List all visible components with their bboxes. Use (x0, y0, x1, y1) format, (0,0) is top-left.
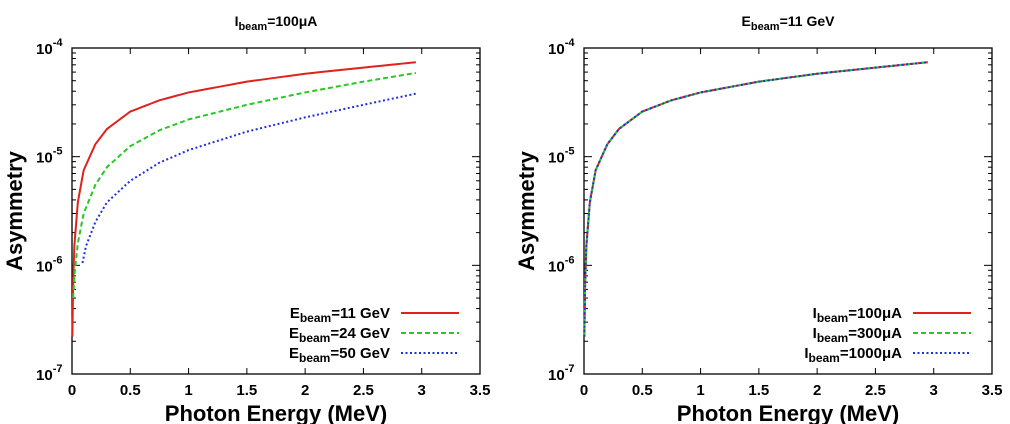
plot-frame (583, 47, 993, 375)
y-tick-label: 10-4 (548, 37, 575, 58)
series-line-2 (583, 61, 928, 337)
chart-title: Ebeam=11 GeV (742, 13, 836, 33)
y-axis-label: Asymmetry (2, 150, 27, 271)
legend-label-3: Ebeam=50 GeV (289, 345, 390, 365)
chart-left: Ibeam=100μA 0 0.5 1 1.5 2 2.5 3 3.5 10-7 10-6 10-5 1… (2, 13, 491, 424)
legend-label-3: Ibeam=1000μA (804, 345, 902, 365)
y-tick-label: 10-6 (548, 254, 574, 275)
series-line-2 (72, 71, 417, 299)
chart-right: Ebeam=11 GeV 0 0.5 1 1.5 2 2.5 3 3.5 10-7 10-6 10-5… (514, 13, 1003, 424)
series-line-1 (71, 61, 416, 337)
y-tick-label: 10-7 (36, 363, 62, 384)
x-tick-label: 2.5 (353, 382, 374, 399)
legend-label-2: Ibeam=300μA (813, 325, 902, 345)
y-axis-label: Asymmetry (514, 150, 539, 271)
x-tick-label: 2 (301, 382, 309, 399)
x-tick-label: 3 (418, 382, 426, 399)
x-tick-label: 0.5 (632, 382, 653, 399)
y-tick-label: 10-5 (548, 146, 574, 167)
x-tick-label: 0.5 (120, 382, 141, 399)
series-line-1 (583, 61, 928, 337)
x-tick-label: 2.5 (865, 382, 886, 399)
x-tick-label: 3.5 (982, 382, 1003, 399)
legend-label-1: Ebeam=11 GeV (290, 305, 390, 325)
y-tick-label: 10-6 (36, 254, 62, 275)
x-tick-label: 3.5 (470, 382, 491, 399)
y-tick-label: 10-7 (548, 363, 574, 384)
x-axis-label: Photon Energy (MeV) (677, 401, 899, 424)
legend-label-2: Ebeam=24 GeV (289, 325, 390, 345)
chart-title: Ibeam=100μA (235, 13, 318, 33)
x-tick-label: 1 (696, 382, 704, 399)
x-tick-label: 0 (68, 382, 76, 399)
x-tick-label: 2 (813, 382, 821, 399)
x-tick-label: 0 (580, 382, 588, 399)
legend-label-1: Ibeam=100μA (813, 305, 902, 325)
x-axis-label: Photon Energy (MeV) (165, 401, 387, 424)
x-tick-label: 1.5 (236, 382, 257, 399)
plot-frame (71, 47, 481, 375)
series-line-3 (583, 61, 928, 337)
series-line-3 (81, 92, 417, 264)
y-tick-label: 10-4 (36, 37, 63, 58)
y-tick-label: 10-5 (36, 146, 62, 167)
x-tick-label: 1 (184, 382, 192, 399)
x-tick-label: 1.5 (748, 382, 769, 399)
x-tick-label: 3 (930, 382, 938, 399)
